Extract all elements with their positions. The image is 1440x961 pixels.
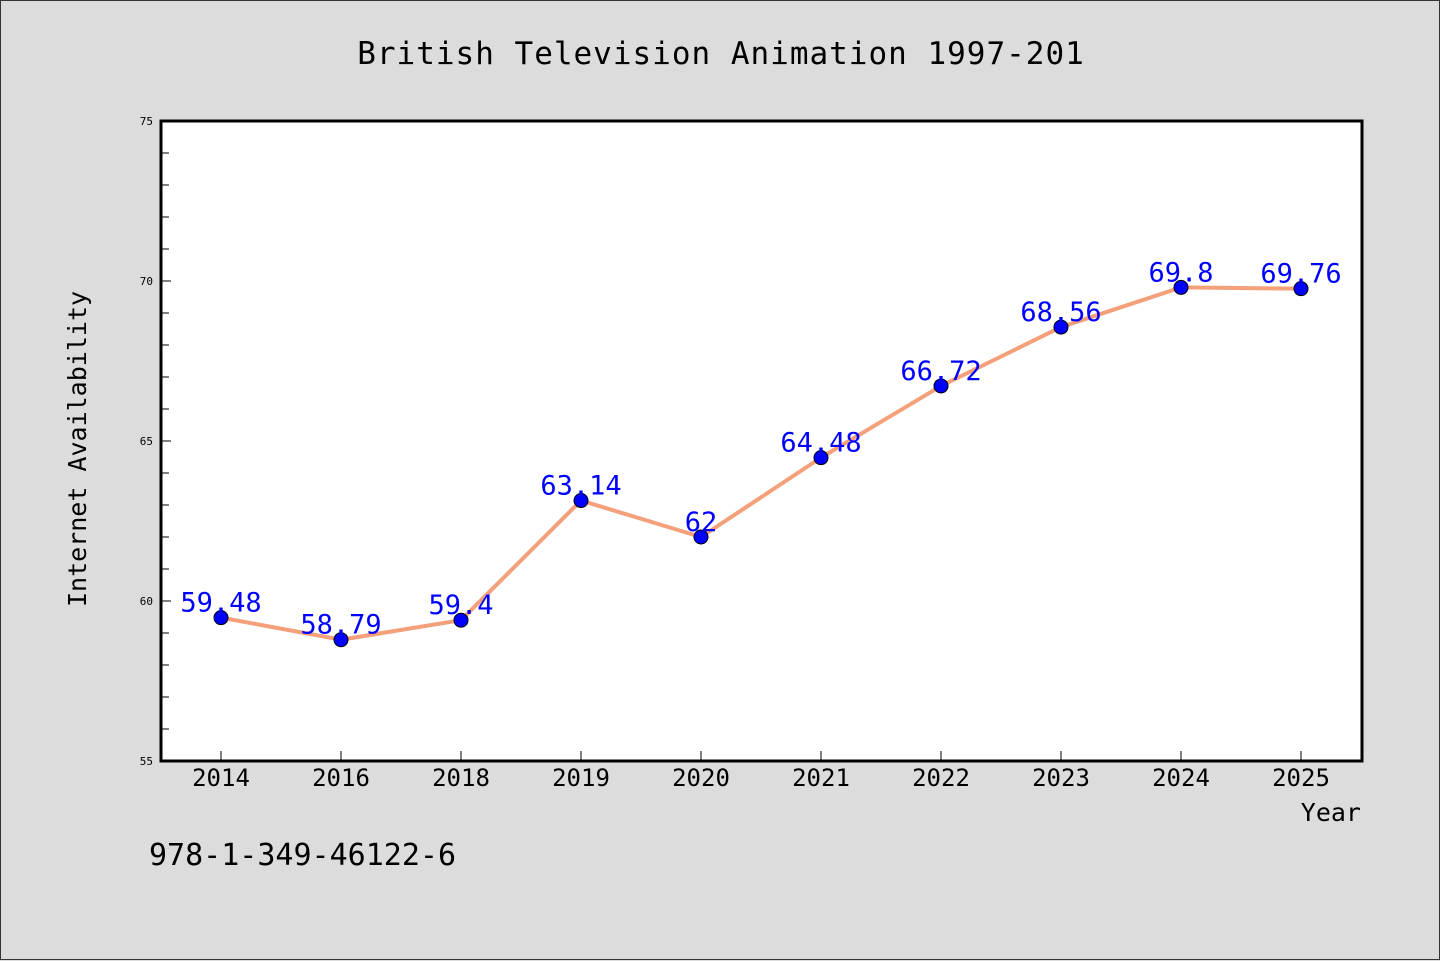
x-tick-label: 2019 — [552, 764, 610, 792]
x-axis: 2014 2016 2018 2019 2020 2021 2022 2023 2024 2025 — [192, 751, 1330, 792]
x-tick-label: 2016 — [312, 764, 370, 792]
data-label: 64.48 — [780, 428, 861, 459]
y-tick-label: 60 — [140, 595, 153, 608]
data-label: 68.56 — [1020, 297, 1101, 328]
x-tick-label: 2018 — [432, 764, 490, 792]
x-tick-label: 2022 — [912, 764, 970, 792]
x-axis-label: Year — [1301, 798, 1361, 827]
data-label: 62 — [685, 507, 718, 538]
x-tick-label: 2021 — [792, 764, 850, 792]
data-point — [933, 378, 949, 394]
data-point — [1053, 319, 1069, 335]
data-point — [1293, 281, 1309, 297]
data-label: 66.72 — [900, 356, 981, 387]
data-label: 59.4 — [428, 590, 493, 621]
isbn-footnote: 978-1-349-46122-6 — [149, 838, 456, 873]
x-tick-label: 2023 — [1032, 764, 1090, 792]
x-tick-label: 2014 — [192, 764, 250, 792]
data-point — [813, 450, 829, 466]
data-label: 63.14 — [540, 471, 621, 502]
plot-area — [159, 119, 1364, 763]
y-axis-label: Internet Availability — [63, 291, 92, 607]
data-point — [333, 632, 349, 648]
y-tick-label: 70 — [140, 275, 153, 288]
y-tick-label: 55 — [140, 755, 153, 768]
data-label: 58.79 — [300, 610, 381, 641]
data-label: 69.8 — [1148, 257, 1213, 288]
data-point — [693, 529, 709, 545]
data-point — [213, 610, 229, 626]
y-tick-label: 75 — [140, 115, 153, 128]
data-label: 69.76 — [1260, 259, 1341, 290]
data-label: 59.48 — [180, 588, 261, 619]
x-tick-label: 2020 — [672, 764, 730, 792]
x-tick-label: 2024 — [1152, 764, 1210, 792]
series-group — [213, 279, 1309, 648]
x-tick-label: 2025 — [1272, 764, 1330, 792]
chart-title: British Television Animation 1997-201 — [357, 36, 1085, 72]
series-line — [220, 285, 1302, 642]
data-labels: 59.48 58.79 59.4 63.14 62 64.48 66.72 68.56 69.8… — [180, 257, 1341, 640]
data-point — [1173, 279, 1189, 295]
y-axis: 55 60 65 70 75 — [140, 115, 171, 768]
data-point — [573, 493, 589, 509]
data-point — [453, 612, 469, 628]
y-tick-label: 65 — [140, 435, 153, 448]
